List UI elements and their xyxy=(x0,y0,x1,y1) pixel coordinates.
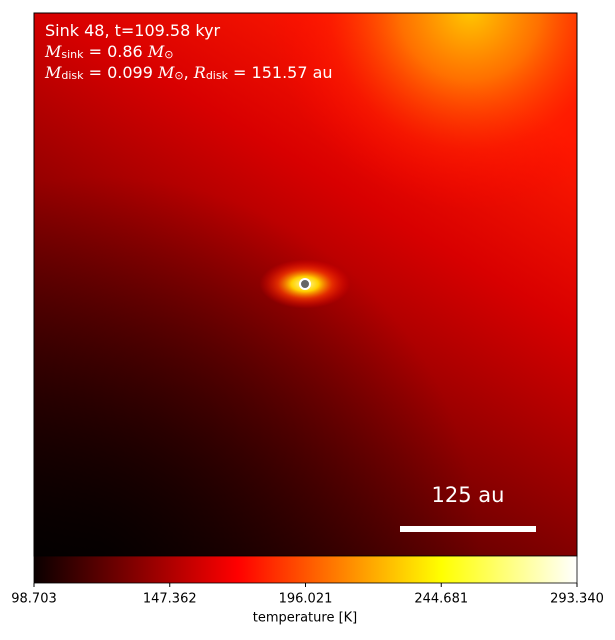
colorbar-tick-label: 196.021 xyxy=(279,592,333,607)
annotation-part: , xyxy=(184,63,194,82)
annotation-part: M xyxy=(44,63,62,82)
scale-bar xyxy=(400,526,536,532)
annotation-part: disk xyxy=(206,69,229,82)
annotation-part: M xyxy=(44,42,62,61)
colorbar-tick-label: 293.340 xyxy=(550,592,604,607)
colorbar-ticks: 98.703 147.362 196.021 244.681 293.340 xyxy=(11,583,604,607)
sink-marker xyxy=(299,278,311,290)
annotation-part: R xyxy=(193,63,206,82)
annotation-part: ⊙ xyxy=(174,69,183,82)
colorbar-tick-label: 98.703 xyxy=(11,592,57,607)
annotation-line: Mdisk = 0.099 M⊙, Rdisk = 151.57 au xyxy=(44,63,333,83)
annotation-part: = 151.57 au xyxy=(228,63,333,82)
colorbar-tick-label: 147.362 xyxy=(143,592,197,607)
annotation-part: = 0.86 xyxy=(84,42,148,61)
annotation-line: Sink 48, t=109.58 kyr xyxy=(45,21,221,40)
annotation-line: Msink = 0.86 M⊙ xyxy=(44,42,173,62)
colorbar-label: temperature [K] xyxy=(253,611,358,626)
annotation-part: M xyxy=(147,42,165,61)
colorbar xyxy=(34,556,577,583)
image: 125 au xyxy=(33,12,578,557)
annotation-part: ⊙ xyxy=(164,48,173,61)
scale-bar-label: 125 au xyxy=(432,483,505,507)
annotation-part: = 0.099 xyxy=(84,63,158,82)
annotation-part: disk xyxy=(61,69,84,82)
colorbar-tick-label: 244.681 xyxy=(414,592,468,607)
annotation-part: Sink 48, t=109.58 kyr xyxy=(45,21,221,40)
annotation-part: sink xyxy=(61,48,84,61)
annotation-part: M xyxy=(157,63,175,82)
